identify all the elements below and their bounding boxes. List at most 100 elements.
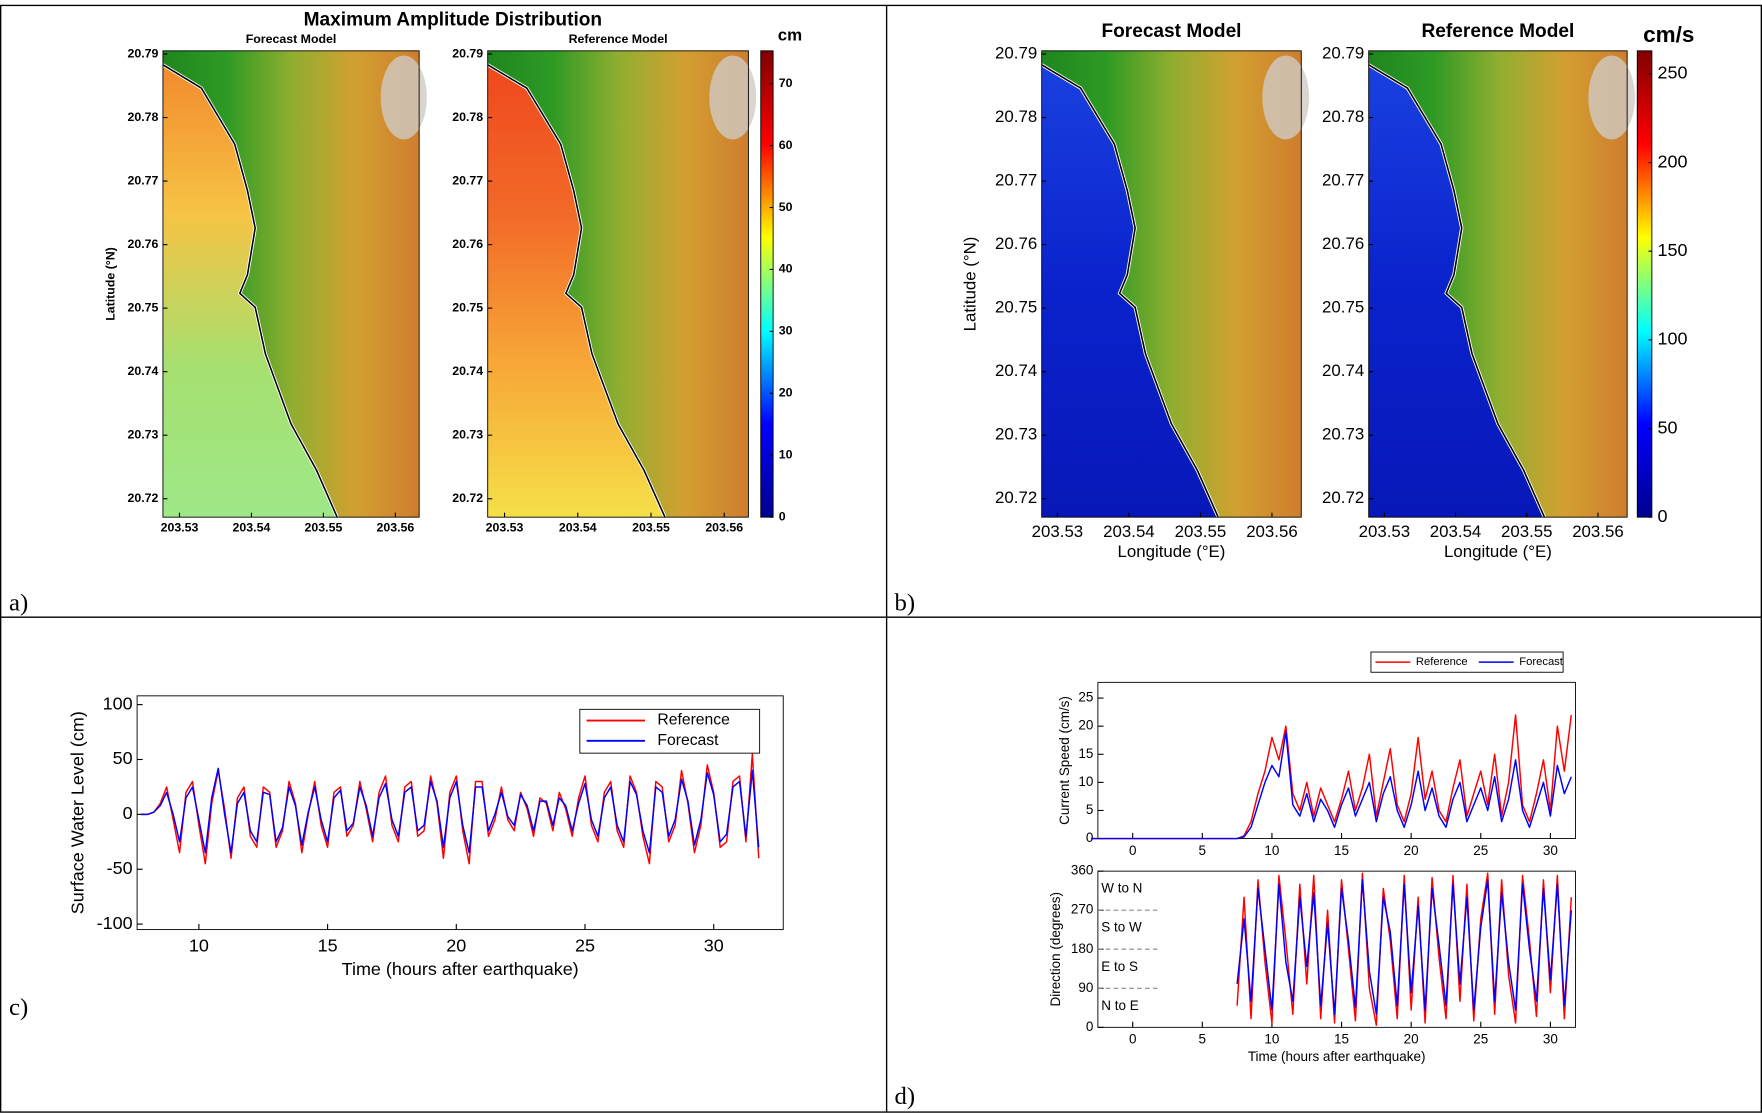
colorbar-unit: cm/s [1643,22,1694,47]
y-axis-label: Current Speed (cm/s) [1057,696,1072,825]
x-axis-label: Time (hours after earthquake) [342,959,579,979]
map-title: Forecast Model [1101,21,1241,42]
plot-frame [1041,50,1302,518]
colorbar-tick-label: 10 [779,448,793,462]
highland [1262,55,1310,140]
colorbar-tick-label: 30 [779,324,793,338]
y-tick-label: 15 [1078,746,1093,761]
y-tick-label: 20.79 [1322,43,1364,62]
sea [487,64,665,518]
x-tick-label: 5 [1199,1032,1207,1047]
x-tick-label: 0 [1129,1032,1137,1047]
x-tick-label: 30 [1543,1032,1558,1047]
x-tick-label: 203.56 [1572,522,1624,541]
x-tick-label: 10 [1264,1032,1279,1047]
y-tick-label: 20.79 [128,46,159,60]
colorbar [1636,50,1653,518]
colorbar-tick-label: 100 [1657,329,1687,349]
x-tick-label: 20 [446,935,466,955]
x-tick-label: 25 [1473,843,1488,858]
x-tick-label: 10 [1264,843,1279,858]
x-tick-label: 30 [704,935,724,955]
x-tick-label: 203.55 [1501,522,1553,541]
x-tick-label: 203.56 [705,521,743,535]
y-tick-label: 20.77 [128,173,159,187]
colorbar-tick-label: 250 [1657,63,1687,83]
y-tick-label: 20.78 [128,110,159,124]
y-tick-label: 20.73 [452,427,483,441]
panel-title: Maximum Amplitude Distribution [304,10,602,31]
y-tick-label: 20.72 [995,488,1037,507]
x-axis-label: Longitude (°E) [1118,542,1226,561]
y-tick-label: 20.73 [128,427,159,441]
x-tick-label: 15 [1334,1032,1349,1047]
y-tick-label: 20.76 [1322,234,1364,253]
y-tick-label: 90 [1078,980,1093,995]
legend-label: Reference [1416,656,1468,668]
y-tick-label: 20.72 [128,491,159,505]
x-axis-label: Time (hours after earthquake) [1248,1049,1426,1064]
sea [1368,64,1545,518]
annotation: S to W [1101,920,1142,935]
y-axis-label: Surface Water Level (cm) [67,711,87,914]
x-tick-label: 203.54 [1103,522,1155,541]
plot-frame [1097,870,1576,1028]
annotation: W to N [1101,881,1142,896]
x-tick-label: 30 [1543,843,1558,858]
sea [162,64,338,518]
highland [380,55,427,140]
plot-frame [162,50,420,518]
table-border [0,4,1762,1113]
x-tick-label: 10 [189,935,209,955]
annotation: N to E [1101,998,1138,1013]
y-tick-label: 10 [1078,774,1093,789]
y-tick-label: 20.74 [1322,361,1364,380]
x-tick-label: 203.55 [1175,522,1227,541]
coastline [1368,64,1546,518]
y-tick-label: 100 [103,693,133,713]
series-line [140,767,760,854]
y-tick-label: 270 [1071,902,1093,917]
map-title: Reference Model [1422,21,1575,42]
colorbar-tick-label: 60 [779,138,793,152]
y-tick-label: 20.73 [995,425,1037,444]
panel-label: b) [894,589,915,616]
highland [709,55,757,140]
y-axis-label: Direction (degrees) [1048,892,1063,1007]
colorbar-tick-label: 200 [1657,151,1687,171]
y-axis-label: Latitude (°N) [103,247,117,321]
x-tick-label: 15 [1334,843,1349,858]
x-tick-label: 25 [575,935,595,955]
x-tick-label: 203.55 [632,521,670,535]
colorbar-tick-label: 20 [779,386,793,400]
y-axis-label: Latitude (°N) [960,237,979,332]
colorbar-tick-label: 50 [779,200,793,214]
series-line [140,753,760,865]
y-tick-label: 20.72 [452,491,483,505]
x-tick-label: 5 [1199,843,1207,858]
map-title: Reference Model [569,32,668,46]
legend-label: Forecast [657,732,719,749]
y-tick-label: 20.73 [1322,425,1364,444]
x-tick-label: 203.55 [305,521,343,535]
x-tick-label: 203.54 [233,521,271,535]
y-tick-label: 20.76 [128,237,159,251]
colorbar-unit: cm [778,26,802,45]
y-tick-label: 25 [1078,690,1093,705]
land [487,50,749,518]
y-tick-label: 20.75 [995,298,1037,317]
y-tick-label: 20.79 [995,43,1037,62]
y-tick-label: 360 [1071,863,1093,878]
x-tick-label: 20 [1404,1032,1419,1047]
panel-label: c) [9,994,28,1021]
x-axis-label: Longitude (°E) [1444,542,1552,561]
x-tick-label: 15 [318,935,338,955]
y-tick-label: 20.77 [452,173,483,187]
x-tick-label: 203.56 [376,521,414,535]
y-tick-label: -100 [97,913,133,933]
series-line [1236,872,1573,1026]
series-line [1236,879,1573,1016]
x-tick-label: 25 [1473,1032,1488,1047]
x-tick-label: 203.53 [486,521,524,535]
